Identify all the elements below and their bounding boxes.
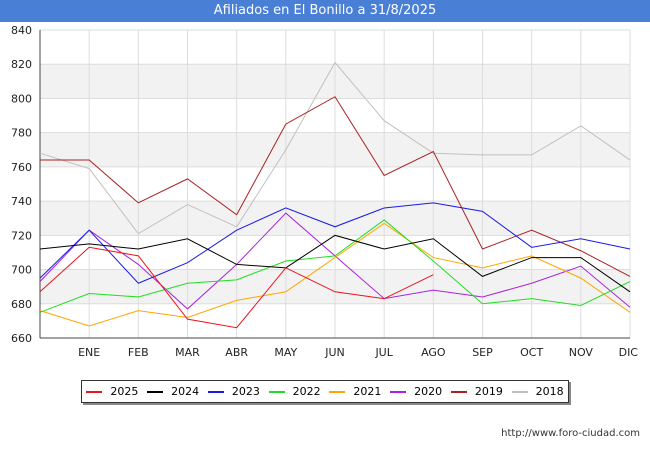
series-line-2022 [39, 219, 631, 313]
legend-item-2025: 2025 [86, 385, 138, 398]
x-tick-label: OCT [520, 346, 543, 359]
x-tick-label: SEP [472, 346, 493, 359]
series-line-2019 [40, 96, 631, 277]
legend-label: 2023 [231, 385, 260, 398]
x-tick-label: AGO [421, 346, 446, 359]
legend-label: 2025 [110, 385, 139, 398]
legend-label: 2021 [353, 385, 382, 398]
x-tick-label: NOV [569, 346, 594, 359]
legend-item-2022: 2022 [268, 385, 321, 398]
x-tick-label: MAR [175, 346, 200, 359]
series-line-2025 [39, 246, 434, 329]
chart-legend: 2025 2024 2023 2022 2021 2020 2019 2018 [81, 380, 569, 403]
legend-swatch [207, 390, 224, 393]
y-tick-label: 720 [11, 229, 32, 242]
y-tick-label: 780 [11, 127, 32, 140]
series-line-2023 [39, 202, 631, 284]
y-tick-label: 700 [11, 264, 32, 277]
y-tick-label: 820 [11, 58, 32, 71]
y-tick-label: 800 [11, 92, 32, 105]
legend-item-2020: 2020 [390, 385, 442, 398]
y-tick-label: 680 [11, 298, 32, 311]
series-line-2021 [39, 222, 631, 327]
x-tick-label: JUL [374, 346, 393, 359]
legend-item-2023: 2023 [207, 385, 260, 398]
y-tick-label: 840 [11, 24, 32, 37]
x-tick-label: ENE [78, 346, 100, 359]
chart-title: Afiliados en El Bonillo a 31/8/2025 [0, 0, 650, 22]
legend-swatch [511, 390, 528, 393]
y-tick-label: 740 [11, 195, 32, 208]
source-url: http://www.foro-ciudad.com [501, 428, 640, 439]
legend-swatch [147, 390, 164, 393]
legend-swatch [268, 390, 285, 393]
x-tick-label: DIC [619, 346, 639, 359]
legend-label: 2022 [292, 385, 321, 398]
legend-label: 2019 [474, 385, 503, 398]
x-tick-label: ABR [225, 346, 248, 359]
y-tick-label: 760 [11, 161, 32, 174]
series-line-2024 [39, 234, 631, 293]
x-tick-label: MAY [274, 346, 297, 359]
legend-label: 2018 [535, 385, 564, 398]
legend-item-2024: 2024 [147, 385, 199, 398]
legend-item-2019: 2019 [450, 385, 503, 398]
legend-swatch [329, 390, 346, 393]
legend-swatch [86, 390, 103, 393]
x-tick-label: JUN [324, 346, 345, 359]
series-line-2018 [39, 61, 631, 235]
legend-swatch [390, 390, 407, 393]
legend-label: 2020 [414, 385, 443, 398]
y-tick-label: 660 [11, 332, 32, 345]
x-tick-label: FEB [128, 346, 149, 359]
legend-label: 2024 [171, 385, 200, 398]
legend-swatch [450, 390, 467, 393]
legend-item-2018: 2018 [511, 385, 564, 398]
legend-item-2021: 2021 [329, 385, 381, 398]
